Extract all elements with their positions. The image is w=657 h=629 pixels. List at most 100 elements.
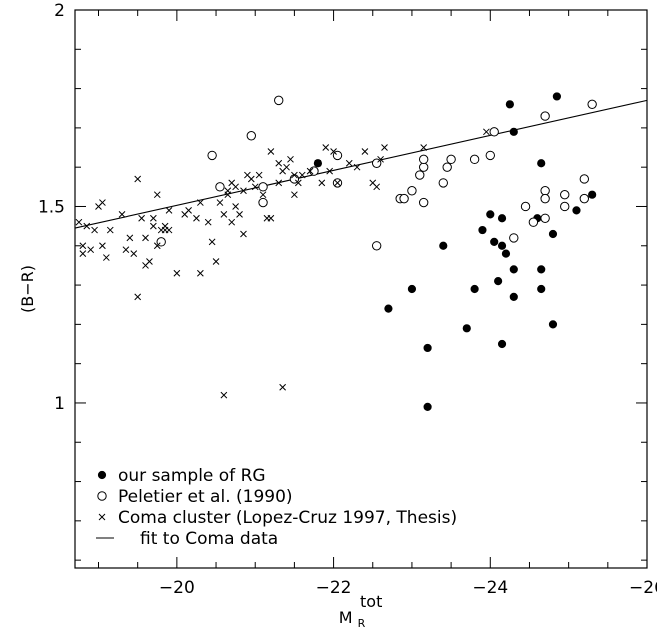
coma-point <box>102 254 110 261</box>
coma-point-stroke <box>138 214 145 222</box>
coma-point <box>318 179 326 187</box>
peletier-point <box>469 154 480 165</box>
coma-point-stroke <box>161 222 169 230</box>
coma-point <box>122 246 130 254</box>
y-axis-label: (B−R) <box>18 265 37 313</box>
peletier-point <box>560 189 570 200</box>
peletier-point <box>258 182 268 192</box>
rg-point <box>537 159 546 168</box>
coma-point <box>373 183 381 191</box>
coma-point <box>267 214 275 222</box>
coma-point <box>106 226 114 234</box>
coma-point-stroke <box>377 155 384 163</box>
coma-point-stroke <box>353 163 361 171</box>
coma-point-stroke <box>306 167 314 175</box>
coma-point <box>377 155 384 163</box>
axis-ticks <box>75 9 648 568</box>
coma-point <box>326 167 334 175</box>
x-axis-label-sub: R <box>358 617 366 629</box>
coma-point-stroke <box>275 179 283 187</box>
coma-point-stroke <box>173 269 181 277</box>
coma-point-stroke <box>244 171 251 179</box>
coma-point <box>83 222 91 230</box>
data-points <box>75 92 597 411</box>
coma-point <box>216 199 224 206</box>
coma-point-stroke <box>118 210 126 218</box>
rg-point <box>497 241 507 250</box>
coma-point-stroke <box>232 183 239 191</box>
coma-point <box>330 148 337 155</box>
fit-line <box>74 99 648 229</box>
rg-point <box>462 324 471 333</box>
coma-point-stroke <box>150 214 157 222</box>
coma-point-stroke <box>247 175 255 183</box>
peletier-point <box>579 174 590 184</box>
coma-point-stroke <box>294 179 302 187</box>
coma-point-stroke <box>255 171 263 179</box>
coma-point <box>208 238 216 246</box>
coma-point <box>150 222 157 230</box>
x-tick-label: −26 <box>629 578 657 598</box>
rg-point <box>486 210 495 219</box>
coma-point-stroke <box>345 159 353 167</box>
coma-point-stroke <box>126 234 134 242</box>
coma-point-stroke <box>99 242 106 250</box>
peletier-point <box>540 186 550 196</box>
fit-line-group <box>74 99 648 229</box>
coma-point <box>99 199 106 206</box>
rg-point <box>407 284 417 294</box>
coma-point <box>134 293 142 301</box>
peletier-point <box>520 201 531 212</box>
rg-point <box>588 190 597 199</box>
coma-point-stroke <box>220 210 228 218</box>
rg-point <box>548 320 558 329</box>
peletier-point <box>418 154 429 165</box>
coma-point-stroke <box>318 179 326 187</box>
rg-point <box>494 277 503 286</box>
rg-point <box>509 265 518 274</box>
coma-point-stroke <box>134 175 142 183</box>
coma-point <box>134 175 142 183</box>
coma-point-stroke <box>130 250 138 257</box>
coma-point <box>79 242 87 250</box>
legend-item-peletier: Peletier et al. (1990) <box>97 487 293 507</box>
peletier-point <box>528 217 539 227</box>
peletier-point <box>438 178 448 188</box>
coma-point <box>353 163 361 171</box>
peletier-point <box>540 213 550 223</box>
peletier-point <box>485 150 495 161</box>
legend-label-peletier: Peletier et al. (1990) <box>118 487 293 507</box>
coma-point <box>298 171 306 179</box>
peletier-point <box>215 182 225 192</box>
coma-point <box>275 179 283 187</box>
coma-point <box>224 187 232 195</box>
coma-point-stroke <box>208 238 216 246</box>
coma-point-stroke <box>314 159 322 167</box>
coma-point-stroke <box>185 207 192 214</box>
coma-point-stroke <box>79 242 87 250</box>
coma-point-stroke <box>197 269 204 277</box>
coma-point <box>142 234 149 242</box>
coma-point <box>126 234 134 242</box>
rg-point <box>509 292 518 301</box>
coma-point-stroke <box>216 199 224 206</box>
peletier-point <box>407 186 417 196</box>
coma-point <box>99 242 106 250</box>
coma-point-stroke <box>275 159 283 167</box>
legend-label-coma: Coma cluster (Lopez-Cruz 1997, Thesis) <box>118 508 457 528</box>
coma-point-stroke <box>165 226 173 234</box>
coma-point <box>232 183 239 191</box>
coma-point <box>420 144 428 151</box>
rg-point <box>552 92 561 101</box>
coma-point-stroke <box>259 191 267 199</box>
coma-point-stroke <box>373 183 381 191</box>
peletier-point <box>371 241 382 251</box>
rg-point <box>423 402 432 411</box>
coma-point <box>197 269 204 277</box>
coma-point <box>279 383 286 391</box>
coma-point <box>291 171 298 179</box>
rg-point <box>423 343 432 353</box>
peletier-point <box>489 127 499 137</box>
